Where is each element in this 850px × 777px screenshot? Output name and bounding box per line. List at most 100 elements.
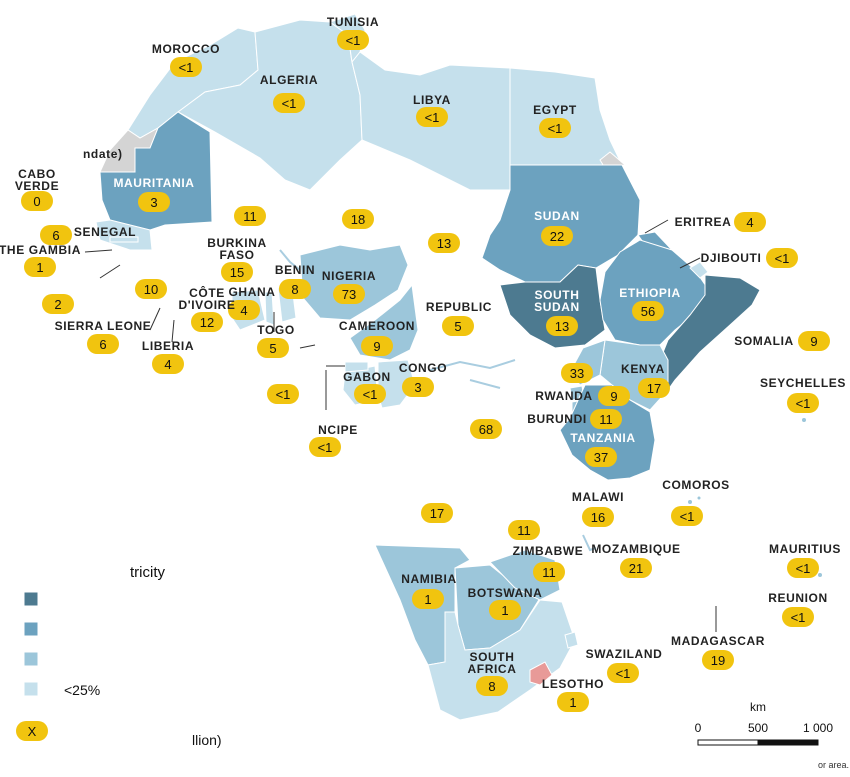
svg-text:<1: <1	[791, 610, 806, 625]
badge-seychelles: <1	[787, 393, 819, 413]
badge-cameroon: 9	[361, 336, 393, 356]
label-reunion: REUNION	[768, 591, 828, 605]
svg-text:16: 16	[591, 510, 605, 525]
svg-text:13: 13	[437, 236, 451, 251]
label-cameroon: CAMEROON	[339, 319, 415, 333]
value-badges: <1 <1 <1 <1 <1 0 3 11 18 13 6 1 2 10 6 4…	[21, 30, 830, 712]
svg-text:8: 8	[291, 282, 298, 297]
badge-guinea-bissau: 2	[42, 294, 74, 314]
leader-lines	[84, 219, 717, 632]
badge-chad: 13	[428, 233, 460, 253]
label-botswana: BOTSWANA	[468, 586, 543, 600]
svg-text:9: 9	[810, 334, 817, 349]
badge-benin: 8	[279, 279, 311, 299]
badge-tunisia: <1	[337, 30, 369, 50]
legend-badge: X	[16, 721, 48, 741]
waterways	[279, 249, 597, 552]
badge-sao-tome: <1	[309, 437, 341, 457]
label-seychelles: SEYCHELLES	[760, 376, 846, 390]
scale-segment-black	[757, 739, 819, 746]
label-eritrea: ERITREA	[675, 215, 732, 229]
country-djibouti	[689, 261, 709, 279]
scale-tick-1000: 1 000	[803, 721, 833, 735]
badge-sudan: 22	[541, 226, 573, 246]
svg-text:6: 6	[52, 228, 59, 243]
badge-libya: <1	[416, 107, 448, 127]
label-swaziland: SWAZILAND	[586, 647, 663, 661]
svg-text:2: 2	[54, 297, 61, 312]
svg-text:21: 21	[629, 561, 643, 576]
badge-mali: 11	[234, 206, 266, 226]
island-comoros-2	[697, 496, 701, 500]
badge-sierra-leone: 6	[87, 334, 119, 354]
label-tanzania: TANZANIA	[570, 431, 635, 445]
svg-text:<1: <1	[179, 60, 194, 75]
svg-text:73: 73	[342, 287, 356, 302]
badge-south-africa: 8	[476, 676, 508, 696]
svg-text:12: 12	[200, 315, 214, 330]
svg-text:18: 18	[351, 212, 365, 227]
svg-text:6: 6	[99, 337, 106, 352]
label-libya: LIBYA	[413, 93, 451, 107]
label-south-sudan-2: SUDAN	[534, 300, 580, 314]
label-cabo-verde-2: VERDE	[15, 179, 59, 193]
badge-tanzania: 37	[585, 447, 617, 467]
svg-text:11: 11	[599, 412, 613, 427]
svg-text:1: 1	[501, 603, 508, 618]
label-lesotho: LESOTHO	[542, 677, 604, 691]
label-namibia: NAMIBIA	[401, 572, 457, 586]
badge-algeria: <1	[273, 93, 305, 113]
badge-congo: 3	[402, 377, 434, 397]
legend-unit-label: llion)	[192, 732, 222, 748]
badge-drc: 68	[470, 419, 502, 439]
label-mauritius: MAURITIUS	[769, 542, 841, 556]
legend-low-label: <25%	[64, 682, 100, 698]
label-egypt: EGYPT	[533, 103, 577, 117]
label-tunisia: TUNISIA	[327, 15, 379, 29]
svg-text:<1: <1	[796, 561, 811, 576]
country-labels: TUNISIA MOROCCO ALGERIA LIBYA EGYPT ndat…	[0, 15, 846, 691]
svg-text:11: 11	[542, 565, 556, 580]
badge-zimbabwe: 11	[533, 562, 565, 582]
svg-text:17: 17	[647, 381, 661, 396]
badge-eritrea: 4	[734, 212, 766, 232]
country-equatorial-guinea	[344, 361, 369, 373]
badge-mauritius: <1	[787, 558, 819, 578]
country-the-gambia	[109, 236, 139, 243]
badge-angola: 17	[421, 503, 453, 523]
badge-cabo-verde: 0	[21, 191, 53, 211]
badge-comoros: <1	[671, 506, 703, 526]
svg-text:1: 1	[424, 592, 431, 607]
scale-tick-0: 0	[695, 721, 702, 735]
badge-malawi: 16	[582, 507, 614, 527]
label-burundi: BURUNDI	[527, 412, 587, 426]
label-madagascar: MADAGASCAR	[671, 634, 765, 648]
svg-text:11: 11	[243, 209, 257, 224]
label-zimbabwe: ZIMBABWE	[513, 544, 584, 558]
svg-text:<1: <1	[346, 33, 361, 48]
badge-liberia: 4	[152, 354, 184, 374]
badge-south-sudan: 13	[546, 316, 578, 336]
legend-swatch-darkest	[23, 591, 39, 607]
svg-text:<1: <1	[425, 110, 440, 125]
island-mauritius	[818, 573, 822, 577]
label-morocco: MOROCCO	[152, 42, 220, 56]
label-benin: BENIN	[275, 263, 315, 277]
label-togo: TOGO	[257, 323, 295, 337]
svg-text:0: 0	[33, 194, 40, 209]
legend-swatch-dark	[23, 621, 39, 637]
country-lesotho	[529, 661, 553, 686]
badge-togo: 5	[257, 338, 289, 358]
islands	[688, 418, 822, 577]
svg-text:10: 10	[144, 282, 158, 297]
badge-reunion: <1	[782, 607, 814, 627]
label-ncipe: NCIPE	[318, 423, 358, 437]
label-comoros: COMOROS	[662, 478, 730, 492]
svg-text:3: 3	[414, 380, 421, 395]
legend-swatch-light	[23, 681, 39, 697]
badge-namibia: 1	[412, 589, 444, 609]
label-kenya: KENYA	[621, 362, 665, 376]
island-seychelles	[802, 418, 806, 422]
svg-text:33: 33	[570, 366, 584, 381]
svg-text:<1: <1	[548, 121, 563, 136]
